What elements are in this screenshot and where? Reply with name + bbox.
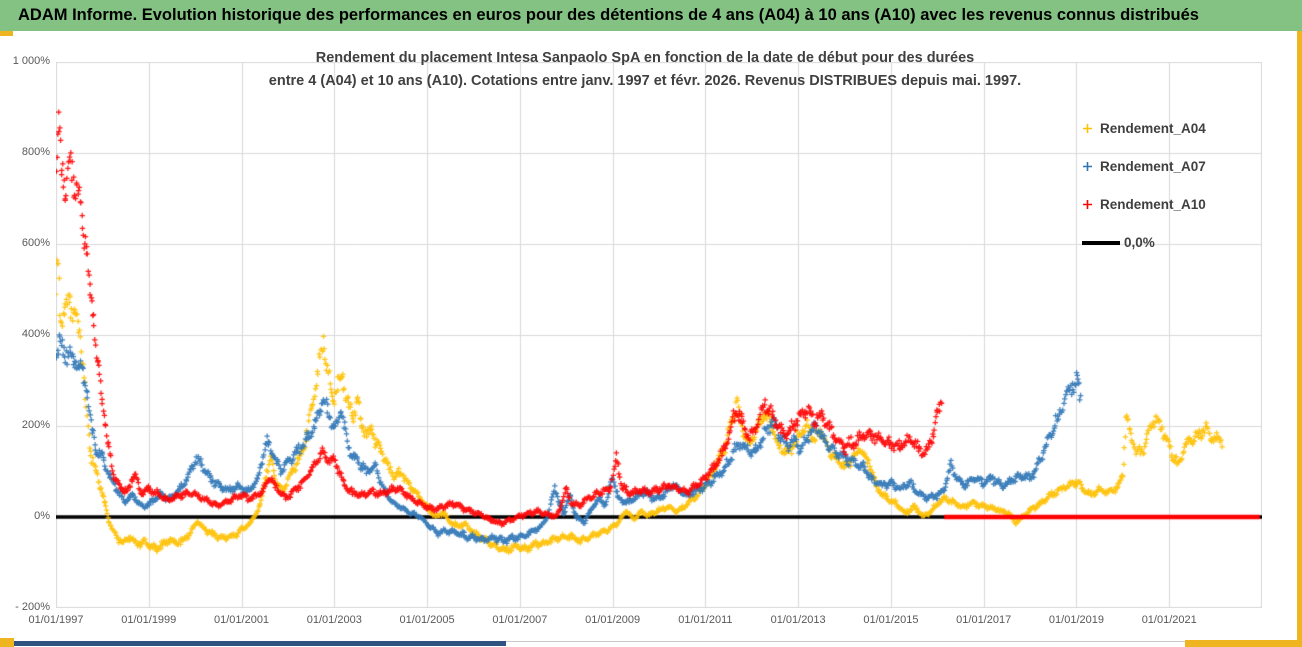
- legend-item-rendement_a07: Rendement_A07: [1082, 156, 1282, 177]
- x-tick-label: 01/01/2019: [1048, 614, 1104, 626]
- y-tick-label: - 200%: [15, 601, 50, 613]
- x-tick-label: 01/01/2017: [956, 614, 1012, 626]
- y-tick-label: 600%: [21, 237, 50, 249]
- x-tick-label: 01/01/2011: [678, 614, 733, 626]
- gold-border-bottom-right: [1185, 640, 1302, 647]
- zero-line-swatch: [1082, 240, 1120, 245]
- gold-corner-bottom-left: [0, 638, 14, 647]
- y-tick-label: 800%: [21, 146, 50, 158]
- y-tick-label: 0%: [34, 510, 50, 522]
- legend-item-rendement_a04: Rendement_A04: [1082, 118, 1282, 139]
- plus-marker-icon: [1082, 161, 1100, 172]
- legend-item-zero-line: 0,0%: [1082, 232, 1282, 253]
- x-tick-label: 01/01/2003: [306, 614, 362, 626]
- x-tick-label: 01/01/2007: [492, 614, 548, 626]
- x-tick-label: 01/01/2001: [214, 614, 270, 626]
- legend-label: Rendement_A07: [1100, 159, 1206, 174]
- legend-label: Rendement_A04: [1100, 121, 1206, 136]
- page-title: ADAM Informe. Evolution historique des p…: [18, 6, 1199, 24]
- x-tick-label: 01/01/1999: [121, 614, 177, 626]
- x-tick-label: 01/01/2009: [585, 614, 641, 626]
- chart-title-line1: Rendement du placement Intesa Sanpaolo S…: [315, 50, 975, 66]
- gold-border-right: [1297, 31, 1302, 647]
- scatter-plot-area: [56, 62, 1262, 608]
- legend: Rendement_A04 Rendement_A07 Rendement_A10 0…: [1082, 118, 1282, 270]
- y-tick-label: 400%: [21, 328, 50, 340]
- header-bar: ADAM Informe. Evolution historique des p…: [0, 0, 1302, 31]
- chart-title-line2: entre 4 (A04) et 10 ans (A10). Cotations…: [268, 73, 1022, 89]
- x-tick-label: 01/01/2005: [399, 614, 455, 626]
- legend-label: 0,0%: [1124, 235, 1155, 250]
- y-tick-label: 200%: [21, 419, 50, 431]
- navy-bottom-strip: [14, 641, 506, 646]
- y-tick-label: 1 000%: [12, 55, 50, 67]
- legend-label: Rendement_A10: [1100, 197, 1206, 212]
- x-tick-label: 01/01/2021: [1141, 614, 1197, 626]
- gold-border-top-left: [0, 31, 13, 36]
- x-tick-label: 01/01/1997: [28, 614, 84, 626]
- x-tick-label: 01/01/2013: [770, 614, 826, 626]
- plus-marker-icon: [1082, 199, 1100, 210]
- plus-marker-icon: [1082, 123, 1100, 134]
- bottom-divider-line: [506, 641, 1185, 642]
- x-tick-label: 01/01/2015: [863, 614, 919, 626]
- legend-item-rendement_a10: Rendement_A10: [1082, 194, 1282, 215]
